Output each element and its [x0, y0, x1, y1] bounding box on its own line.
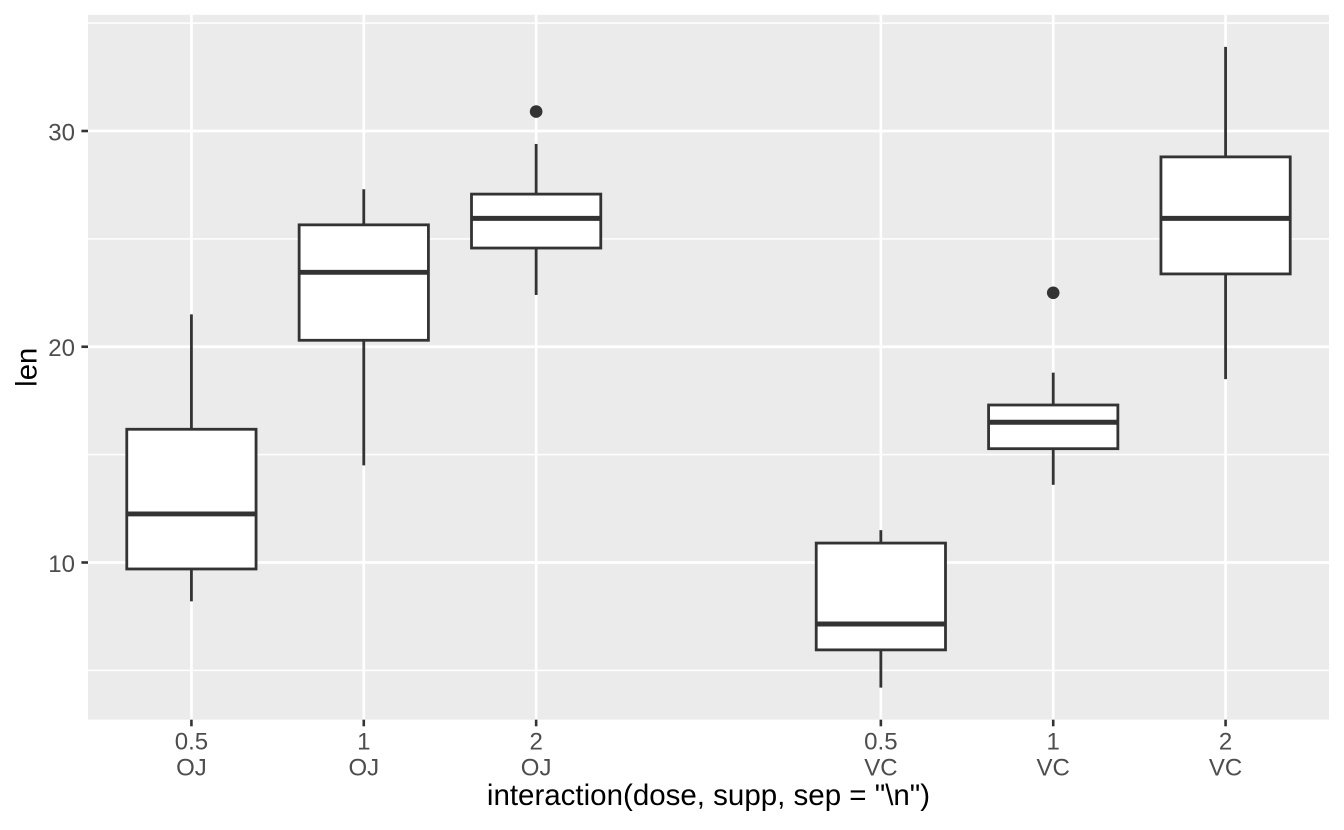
svg-text:1: 1 — [1047, 729, 1060, 756]
svg-text:0.5: 0.5 — [175, 729, 208, 756]
svg-text:1: 1 — [357, 729, 370, 756]
svg-text:2: 2 — [529, 729, 542, 756]
svg-text:len: len — [10, 348, 43, 387]
svg-text:VC: VC — [1037, 755, 1070, 782]
svg-text:VC: VC — [1209, 755, 1242, 782]
svg-text:0.5: 0.5 — [864, 729, 897, 756]
svg-text:OJ: OJ — [521, 755, 552, 782]
svg-text:20: 20 — [48, 335, 75, 362]
svg-text:30: 30 — [48, 119, 75, 146]
svg-text:VC: VC — [864, 755, 897, 782]
svg-text:10: 10 — [48, 551, 75, 578]
svg-text:2: 2 — [1219, 729, 1232, 756]
svg-text:interaction(dose, supp, sep =: interaction(dose, supp, sep = "\n") — [487, 779, 930, 812]
svg-text:OJ: OJ — [176, 755, 207, 782]
svg-text:OJ: OJ — [348, 755, 379, 782]
